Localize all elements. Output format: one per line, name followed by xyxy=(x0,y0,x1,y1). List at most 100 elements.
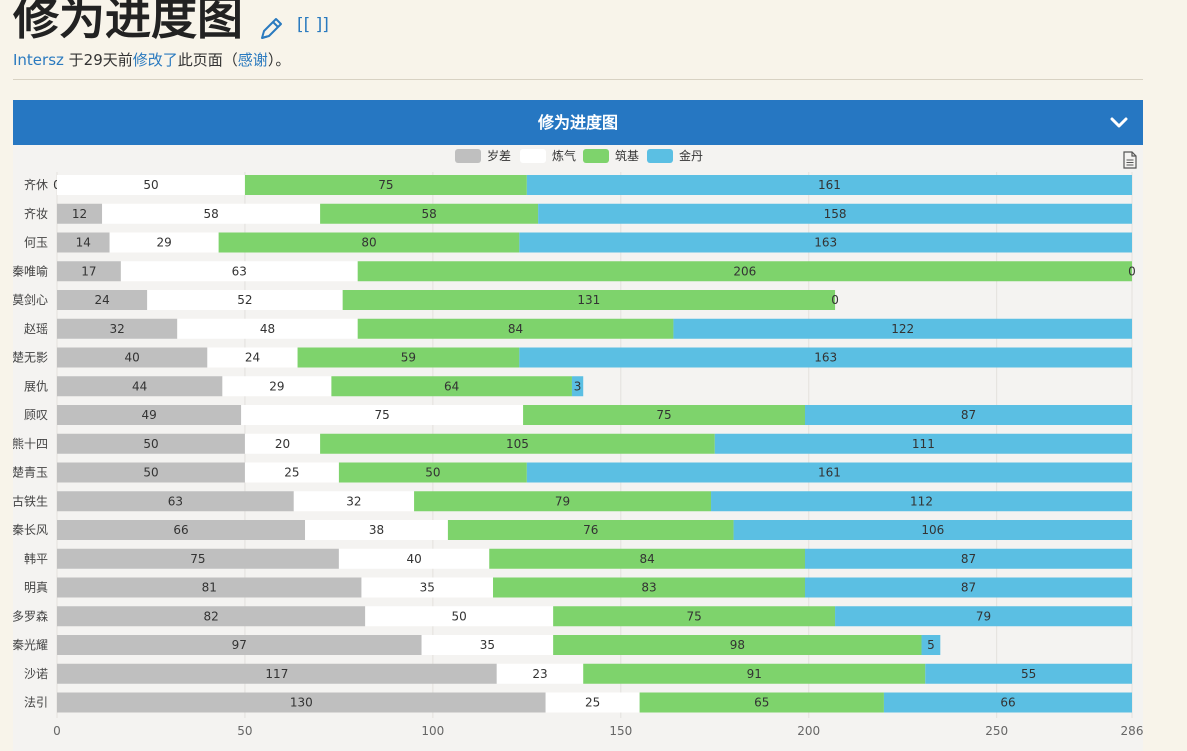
data-label: 52 xyxy=(237,293,252,307)
data-label: 163 xyxy=(814,351,837,365)
legend-label: 炼气 xyxy=(552,149,577,163)
bar-segment xyxy=(804,405,1132,425)
bar-segment xyxy=(57,520,306,540)
data-label: 66 xyxy=(173,523,188,537)
data-label: 81 xyxy=(202,581,217,595)
data-label: 76 xyxy=(583,523,598,537)
data-label: 35 xyxy=(480,638,495,652)
bar-segment xyxy=(342,290,836,310)
category-label: 秦长风 xyxy=(13,523,48,537)
legend-item[interactable]: 筑基 xyxy=(583,147,639,164)
bar-segment xyxy=(493,577,805,598)
data-label: 59 xyxy=(401,351,416,365)
chart-area: 050100150200250286齐休05075161齐妆125858158何… xyxy=(13,145,1143,751)
bar-segment xyxy=(109,232,219,253)
x-tick-label: 100 xyxy=(421,724,444,738)
category-label: 秦光耀 xyxy=(13,638,48,652)
chevron-down-icon[interactable] xyxy=(1109,113,1129,133)
data-label: 75 xyxy=(190,552,205,566)
data-label: 122 xyxy=(891,322,914,336)
data-label: 63 xyxy=(232,264,247,278)
legend-item[interactable]: 炼气 xyxy=(520,147,576,164)
bar-segment xyxy=(120,261,358,282)
bar-segment xyxy=(244,462,339,483)
wiki-link[interactable]: [[ ]] xyxy=(297,15,329,35)
bar-segment xyxy=(835,606,1132,627)
category-label: 多罗森 xyxy=(13,608,48,623)
data-label: 50 xyxy=(143,466,158,480)
data-label: 14 xyxy=(76,236,91,250)
bar-segment xyxy=(147,290,343,310)
bar-segment xyxy=(218,232,520,253)
data-label: 65 xyxy=(754,696,769,710)
document-icon[interactable] xyxy=(1122,151,1138,169)
bar-segment xyxy=(244,175,527,195)
data-label: 98 xyxy=(730,638,745,652)
data-label: 75 xyxy=(656,408,671,422)
data-label: 66 xyxy=(1000,696,1015,710)
data-label: 87 xyxy=(961,552,976,566)
data-label: 58 xyxy=(421,207,436,221)
bar-segment xyxy=(496,663,584,684)
data-label: 50 xyxy=(452,609,467,623)
pencil-icon[interactable] xyxy=(256,14,286,44)
x-tick-label: 150 xyxy=(609,724,632,738)
data-label: 3 xyxy=(574,379,582,393)
data-label: 0 xyxy=(831,293,839,307)
bar-segment xyxy=(57,577,362,598)
bar-segment xyxy=(57,175,245,195)
data-label: 130 xyxy=(290,696,313,710)
panel-header[interactable]: 修为进度图 xyxy=(13,100,1143,145)
bar-segment xyxy=(57,347,208,368)
bar-segment xyxy=(414,491,712,512)
data-label: 117 xyxy=(265,667,288,681)
bar-segment xyxy=(571,376,584,397)
data-label: 83 xyxy=(641,581,656,595)
x-tick-label: 0 xyxy=(53,724,61,738)
data-label: 161 xyxy=(818,466,841,480)
bar-segment xyxy=(222,376,332,397)
data-label: 50 xyxy=(425,466,440,480)
data-label: 161 xyxy=(818,178,841,192)
data-label: 32 xyxy=(109,322,124,336)
bar-segment xyxy=(57,635,422,655)
x-tick-label: 200 xyxy=(797,724,820,738)
data-label: 24 xyxy=(94,293,109,307)
bar-segment xyxy=(57,433,245,454)
data-label: 40 xyxy=(406,552,421,566)
user-link[interactable]: Intersz xyxy=(13,51,64,69)
page-title: 修为进度图 xyxy=(13,0,243,45)
data-label: 24 xyxy=(245,351,260,365)
bar-segment xyxy=(320,433,715,454)
chart-legend: 岁差 炼气 筑基 金丹 xyxy=(0,147,1143,167)
bar-segment xyxy=(57,290,148,310)
category-label: 莫剑心 xyxy=(13,292,48,307)
legend-swatch xyxy=(583,148,609,163)
bar-segment xyxy=(883,692,1132,713)
bar-segment xyxy=(421,635,554,655)
bar-segment xyxy=(244,433,321,454)
data-label: 48 xyxy=(260,322,275,336)
data-label: 111 xyxy=(912,437,935,451)
data-label: 49 xyxy=(141,408,156,422)
bar-segment xyxy=(57,548,339,569)
bar-segment xyxy=(57,663,497,684)
legend-item[interactable]: 金丹 xyxy=(647,147,703,164)
bar-segment xyxy=(241,405,524,425)
data-label: 55 xyxy=(1021,667,1036,681)
data-label: 84 xyxy=(508,322,523,336)
data-label: 35 xyxy=(420,581,435,595)
data-label: 79 xyxy=(976,609,991,623)
category-label: 法引 xyxy=(24,696,48,710)
data-label: 23 xyxy=(532,667,547,681)
data-label: 44 xyxy=(132,379,147,393)
legend-label: 筑基 xyxy=(615,149,640,163)
bar-segment xyxy=(489,548,805,569)
thanks-link[interactable]: 感谢 xyxy=(237,51,268,69)
bar-segment xyxy=(553,635,922,655)
modified-link[interactable]: 修改了 xyxy=(132,51,178,69)
bar-segment xyxy=(57,232,110,253)
category-label: 明真 xyxy=(24,581,48,595)
data-label: 29 xyxy=(269,379,284,393)
legend-item[interactable]: 岁差 xyxy=(455,147,511,164)
